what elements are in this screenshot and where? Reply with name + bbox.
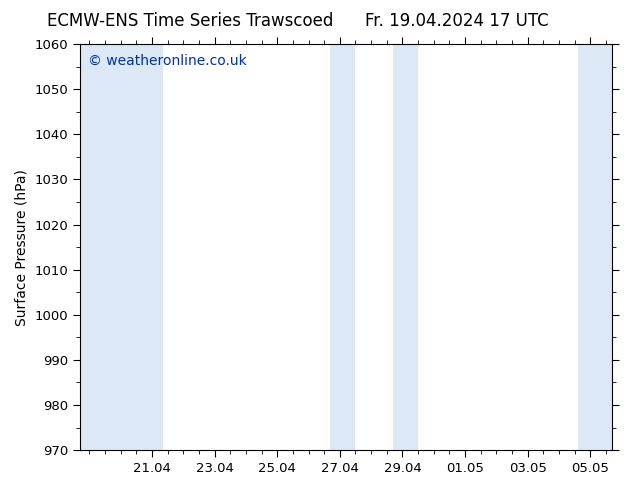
Bar: [80, 44, 163, 450]
Text: ECMW-ENS Time Series Trawscoed: ECMW-ENS Time Series Trawscoed: [47, 12, 333, 30]
Text: Fr. 19.04.2024 17 UTC: Fr. 19.04.2024 17 UTC: [365, 12, 548, 30]
Text: © weatheronline.co.uk: © weatheronline.co.uk: [88, 54, 247, 68]
Bar: [578, 44, 612, 450]
Y-axis label: Surface Pressure (hPa): Surface Pressure (hPa): [15, 169, 29, 325]
Bar: [393, 44, 418, 450]
Bar: [330, 44, 356, 450]
